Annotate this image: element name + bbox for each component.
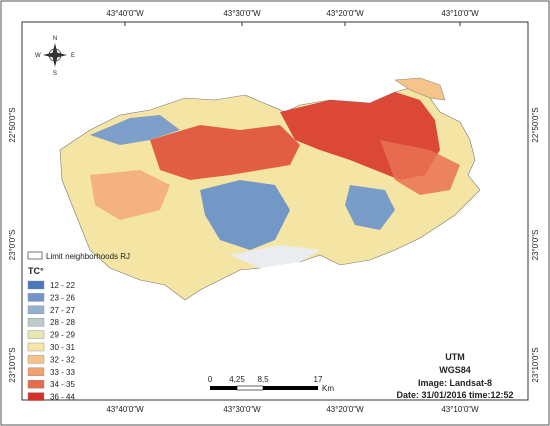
legend: Limit neighborhoods RJ TC° 12 - 22 23 - 2…: [27, 251, 130, 402]
legend-label: 12 - 22: [50, 281, 75, 290]
left-coordinate: 22°50'0"S: [8, 107, 17, 142]
bottom-coordinate: 43°30'0"W: [223, 405, 261, 414]
legend-swatch: [27, 367, 45, 376]
legend-label: 28 - 28: [50, 318, 75, 327]
legend-title: TC°: [28, 266, 44, 276]
info-line: Image: Landsat-8: [418, 378, 492, 388]
compass: N S E W: [35, 36, 75, 77]
legend-swatch: [27, 380, 45, 389]
right-coordinate: 23°0'0"S: [531, 230, 540, 261]
legend-swatch: [27, 392, 45, 401]
top-coordinate: 43°30'0"W: [223, 9, 261, 18]
left-coordinate: 23°0'0"S: [8, 230, 17, 261]
scale-label: 8,5: [257, 375, 269, 384]
cool-area: [200, 180, 290, 250]
info-line: Date: 31/01/2016 time:12:52: [396, 390, 513, 400]
scale-label: 0: [208, 375, 213, 384]
legend-label: 36 - 44: [50, 393, 75, 402]
scale-label: 17: [314, 375, 323, 384]
bottom-coordinate: 43°20'0"W: [326, 405, 364, 414]
compass-s: S: [53, 71, 57, 77]
top-coordinate: 43°20'0"W: [326, 9, 364, 18]
legend-label: 29 - 29: [50, 331, 75, 340]
right-coordinate: 23°10'0"S: [531, 347, 540, 382]
map-info: UTM WGS84 Image: Landsat-8 Date: 31/01/2…: [396, 352, 513, 400]
legend-label: 27 - 27: [50, 306, 75, 315]
city-map: [59, 77, 481, 301]
legend-label: 23 - 26: [50, 293, 75, 302]
sand-area: [230, 245, 320, 268]
info-line: WGS84: [439, 365, 471, 375]
bottom-coordinate: 43°40'0"W: [106, 405, 144, 414]
top-coordinate: 43°10'0"W: [441, 9, 479, 18]
top-coordinate: 43°40'0"W: [106, 9, 144, 18]
compass-n: N: [53, 36, 57, 42]
scale-segment: [236, 385, 264, 391]
heat-area: [150, 125, 300, 180]
legend-swatch: [27, 318, 45, 327]
legend-label: 32 - 32: [50, 355, 75, 364]
legend-label: 33 - 33: [50, 368, 75, 377]
boundary-swatch: [27, 251, 43, 260]
legend-swatch: [27, 280, 45, 290]
bottom-coordinate: 43°10'0"W: [441, 405, 479, 414]
legend-label: 30 - 31: [50, 343, 75, 352]
scale-segment: [210, 386, 237, 390]
cool-area: [345, 185, 395, 230]
legend-swatch: [27, 342, 45, 352]
legend-swatch: [27, 330, 45, 339]
legend-label: 34 - 35: [50, 380, 75, 389]
legend-swatch: [27, 355, 45, 364]
boundary-label: Limit neighborhoods RJ: [46, 252, 130, 261]
scale-label: 4,25: [229, 375, 245, 384]
left-coordinate: 23°10'0"S: [8, 347, 17, 382]
coordinate-labels: 43°40'0"W 43°30'0"W 43°20'0"W 43°10'0"W 43°4…: [8, 9, 540, 414]
legend-swatch: [27, 305, 45, 314]
scale-segment: [263, 386, 318, 390]
warm-area: [90, 170, 170, 220]
legend-swatch: [27, 293, 45, 302]
compass-rose: [43, 43, 67, 67]
compass-ring: [48, 48, 62, 62]
cool-area: [90, 115, 180, 145]
scale-unit: Km: [322, 384, 334, 393]
heat-area: [380, 140, 460, 195]
right-coordinate: 22°50'0"S: [531, 107, 540, 142]
island: [394, 77, 446, 101]
info-line: UTM: [445, 352, 465, 362]
compass-w: W: [35, 53, 41, 59]
scale-bar: 0 4,25 8,5 17 Km: [208, 375, 335, 393]
compass-e: E: [71, 53, 75, 59]
